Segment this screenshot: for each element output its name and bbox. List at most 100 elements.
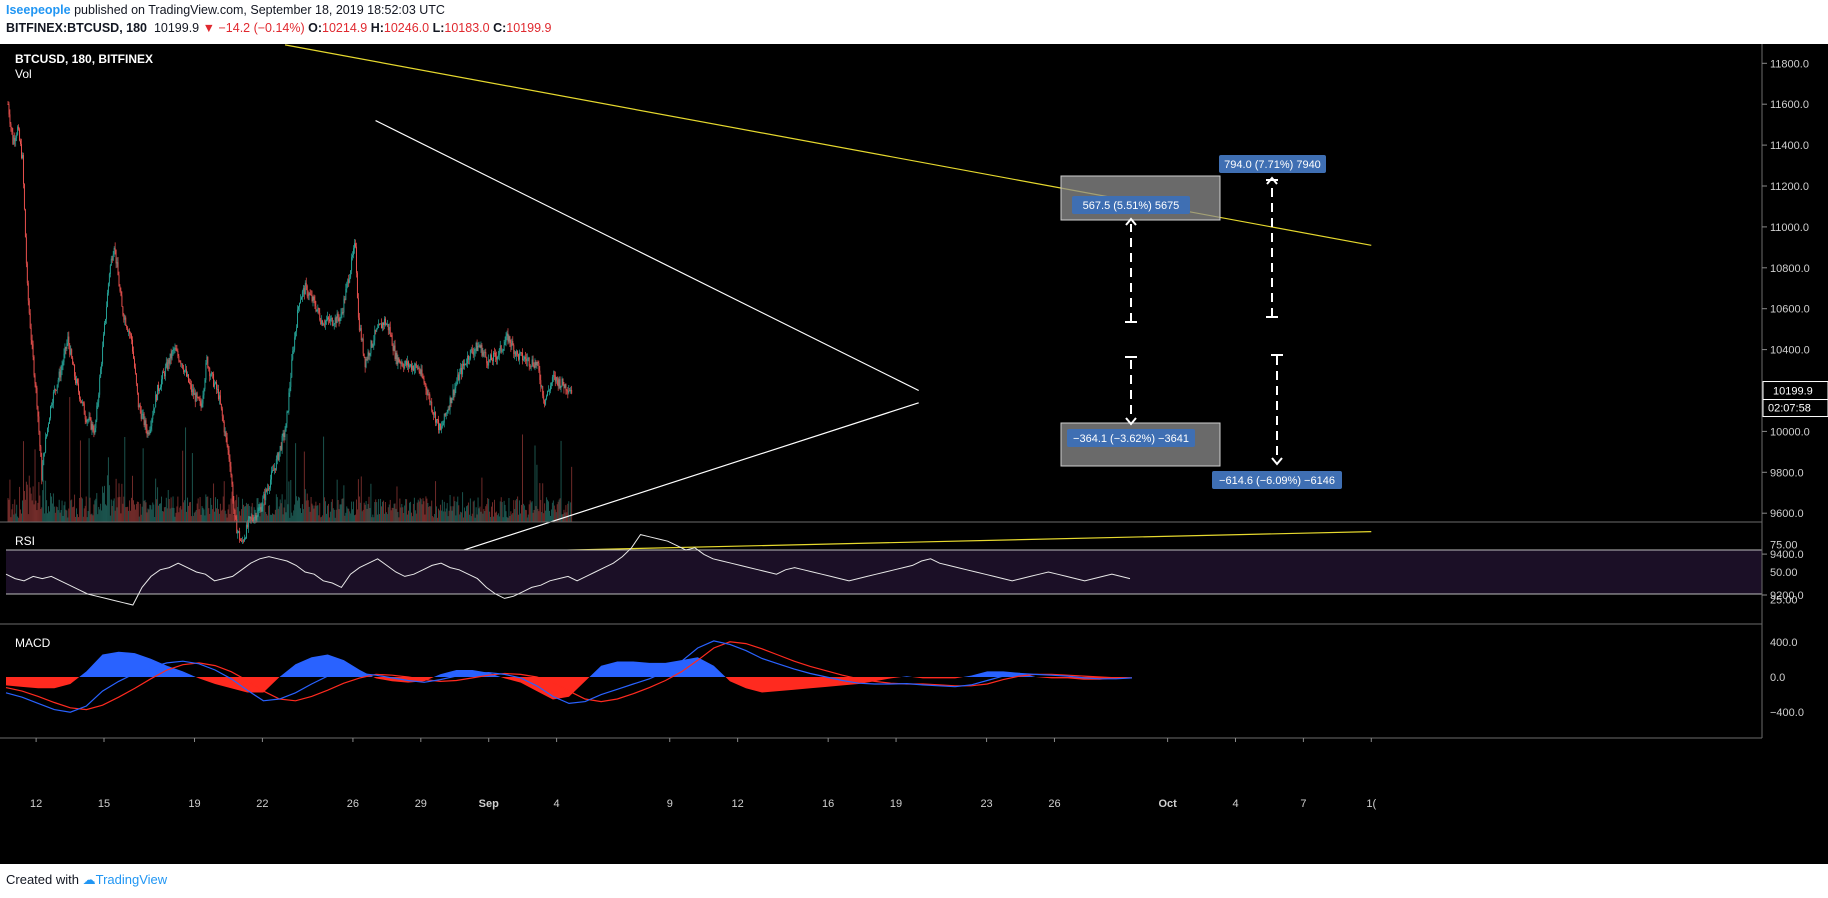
candle-body xyxy=(439,423,441,430)
candle-body xyxy=(243,540,244,542)
volume-bar xyxy=(296,496,298,522)
candle-body xyxy=(298,306,299,310)
candle-body xyxy=(502,350,504,352)
tradingview-brand-link[interactable]: TradingView xyxy=(95,872,168,887)
volume-bar xyxy=(282,514,284,522)
candle-body xyxy=(120,290,122,296)
volume-bar xyxy=(533,509,535,522)
volume-bar xyxy=(19,486,21,522)
candle-body xyxy=(368,352,370,356)
candle-body xyxy=(345,288,347,300)
volume-bar xyxy=(119,496,121,522)
candle-body xyxy=(20,140,21,145)
candle-body xyxy=(494,352,495,354)
volume-bar xyxy=(142,448,144,522)
candle-body xyxy=(186,369,188,377)
volume-bar xyxy=(461,512,463,522)
volume-bar xyxy=(391,507,393,522)
candle-body xyxy=(419,371,421,374)
volume-bar xyxy=(16,504,18,522)
candle-body xyxy=(66,343,68,349)
candle-body xyxy=(159,389,160,391)
candle-body xyxy=(383,318,385,325)
macd-pane[interactable] xyxy=(5,640,1133,713)
candle-body xyxy=(255,515,257,520)
candle-body xyxy=(312,296,314,302)
price-pane[interactable] xyxy=(7,44,1372,580)
candle-body xyxy=(35,383,37,388)
measure-up-2-label: 794.0 (7.71%) 7940 xyxy=(1224,159,1321,171)
candle-body xyxy=(330,317,332,319)
candle-body xyxy=(79,398,81,401)
volume-bar xyxy=(395,508,397,522)
volume-bar xyxy=(154,516,156,522)
rsi-pane[interactable] xyxy=(5,534,1762,606)
volume-bar xyxy=(175,512,177,522)
candle-body xyxy=(264,494,266,501)
candle-body xyxy=(276,453,278,460)
volume-bar xyxy=(323,436,325,522)
candle-body xyxy=(397,357,399,365)
candle-body xyxy=(380,323,382,325)
volume-bar xyxy=(407,514,409,522)
candle-body xyxy=(415,363,417,366)
volume-bar xyxy=(337,499,339,522)
volume-bar xyxy=(455,515,457,522)
candle-body xyxy=(244,537,246,539)
publication-line: Iseepeople published on TradingView.com,… xyxy=(6,3,445,17)
volume-bar xyxy=(476,514,478,522)
volume-bar xyxy=(185,427,187,522)
volume-bar xyxy=(503,500,505,522)
candle-body xyxy=(527,357,529,359)
candle-body xyxy=(321,320,323,325)
volume-bar xyxy=(324,497,326,522)
candle-body xyxy=(267,488,269,492)
volume-bar xyxy=(316,505,318,522)
price-tick-label: 10000.0 xyxy=(1770,426,1810,438)
volume-bar xyxy=(227,509,229,522)
candle-body xyxy=(354,243,355,249)
candle-body xyxy=(98,394,100,403)
volume-bar xyxy=(510,511,512,522)
volume-bar xyxy=(74,494,76,522)
volume-bar xyxy=(111,506,113,522)
candle-body xyxy=(18,126,20,130)
volume-bar xyxy=(430,506,432,522)
candle-body xyxy=(521,352,522,354)
candle-body xyxy=(86,420,88,422)
candle-body xyxy=(108,274,110,284)
candle-body xyxy=(150,426,152,430)
candle-body xyxy=(121,295,123,307)
candle-body xyxy=(516,350,518,356)
rsi-tick-label: 25.00 xyxy=(1770,595,1798,607)
candle-body xyxy=(132,339,133,352)
chart-canvas[interactable]: 11800.0 11600.0 11400.0 11200.0 11000.0 10800… xyxy=(0,44,1828,864)
measure-annotations[interactable]: 567.5 (5.51%) 5675 794.0 (7.71%) 7940 −364… xyxy=(1060,155,1342,489)
candle-body xyxy=(366,359,368,360)
volume-bar xyxy=(514,509,516,522)
publisher-name[interactable]: Iseepeople xyxy=(6,3,71,17)
candle-body xyxy=(160,387,161,390)
candle-body xyxy=(553,375,555,377)
volume-bar xyxy=(276,497,278,522)
close-value: 10199.9 xyxy=(506,21,552,35)
volume-bar xyxy=(37,502,39,522)
candle-body xyxy=(425,384,427,390)
candle-body xyxy=(238,531,240,533)
candle-body xyxy=(177,350,179,357)
candle-body xyxy=(138,405,140,408)
volume-bar xyxy=(458,505,460,522)
candle-body xyxy=(88,417,90,421)
volume-bar xyxy=(553,505,555,522)
volume-bar xyxy=(409,502,410,522)
candle-body xyxy=(297,309,299,328)
volume-bar xyxy=(235,500,237,522)
volume-bar xyxy=(335,509,337,522)
volume-bar xyxy=(414,510,416,522)
candle-body xyxy=(163,372,165,377)
volume-bar xyxy=(483,509,485,522)
chart-background xyxy=(0,44,1828,864)
candle-body xyxy=(406,360,408,366)
volume-bar xyxy=(66,510,68,522)
candle-body xyxy=(103,334,105,347)
